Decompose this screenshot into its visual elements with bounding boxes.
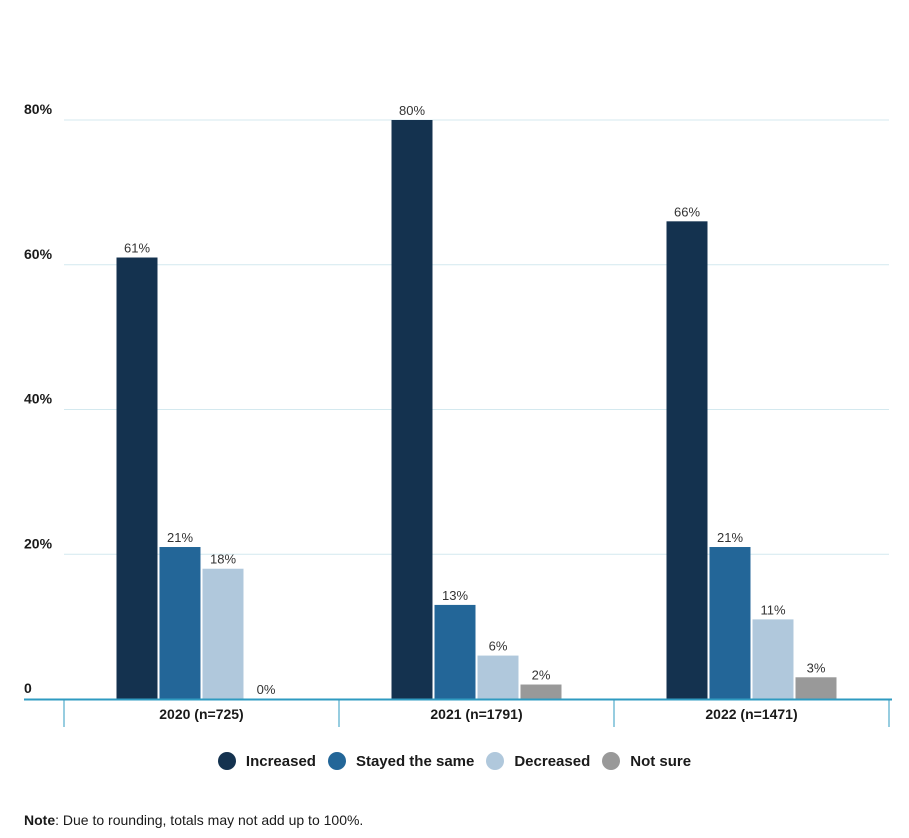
data-label: 80% bbox=[399, 103, 425, 118]
legend-swatch-decreased bbox=[486, 752, 505, 770]
data-label: 18% bbox=[210, 552, 236, 567]
data-label: 66% bbox=[674, 204, 700, 219]
legend-item-stayed-the-same: Stayed the same bbox=[327, 752, 475, 770]
data-label: 11% bbox=[760, 602, 785, 617]
bar bbox=[434, 604, 476, 699]
bar bbox=[709, 547, 751, 699]
bar bbox=[666, 221, 708, 699]
bar bbox=[391, 120, 433, 699]
y-tick-label: 60% bbox=[24, 246, 53, 262]
legend-item-decreased: Decreased bbox=[486, 752, 590, 770]
footnote: Note: Due to rounding, totals may not ad… bbox=[24, 812, 363, 828]
legend-label: Not sure bbox=[630, 752, 692, 770]
data-label: 3% bbox=[807, 660, 826, 675]
legend-item-not-sure: Not sure bbox=[602, 752, 691, 770]
footnote-text: : Due to rounding, totals may not add up… bbox=[55, 812, 364, 828]
x-axis: 2020 (n=725) 2021 (n=1791) 2022 (n=1471) bbox=[24, 698, 892, 727]
legend-swatch-not-sure bbox=[602, 752, 621, 770]
data-label: 6% bbox=[489, 639, 508, 654]
y-tick-label: 40% bbox=[24, 391, 53, 407]
legend-item-increased: Increased bbox=[217, 752, 316, 770]
footnote-key: Note bbox=[24, 812, 56, 828]
data-label: 0% bbox=[257, 682, 276, 697]
bar bbox=[752, 619, 794, 699]
bar bbox=[520, 684, 562, 699]
bar bbox=[477, 655, 519, 699]
y-tick-label: 0 bbox=[24, 680, 32, 696]
x-tick-label: 2020 (n=725) bbox=[159, 706, 243, 722]
data-label: 21% bbox=[167, 530, 193, 545]
legend-swatch-increased bbox=[217, 752, 236, 770]
bar bbox=[116, 257, 158, 699]
data-label: 2% bbox=[532, 668, 551, 683]
bar bbox=[202, 568, 244, 699]
gridlines: 0 20% 40% 60% 80% bbox=[24, 101, 889, 696]
legend-label: Decreased bbox=[514, 752, 591, 770]
data-label: 13% bbox=[442, 588, 468, 603]
y-tick-label: 20% bbox=[24, 535, 53, 551]
legend-label: Increased bbox=[245, 752, 316, 770]
bar bbox=[159, 547, 201, 699]
data-label: 61% bbox=[124, 241, 150, 256]
legend-label: Stayed the same bbox=[355, 752, 475, 770]
y-tick-label: 80% bbox=[24, 101, 53, 117]
x-tick-label: 2021 (n=1791) bbox=[430, 706, 522, 722]
data-label: 21% bbox=[717, 530, 743, 545]
x-tick-label: 2022 (n=1471) bbox=[705, 706, 797, 722]
bar bbox=[795, 677, 837, 699]
legend: Increased Stayed the same Decreased Not … bbox=[0, 752, 909, 770]
bars: 61% 21% 18% 0% 80% 13% 6% 2% 66% 21% 11% 3% bbox=[116, 103, 837, 699]
legend-swatch-stayed-the-same bbox=[327, 752, 346, 770]
